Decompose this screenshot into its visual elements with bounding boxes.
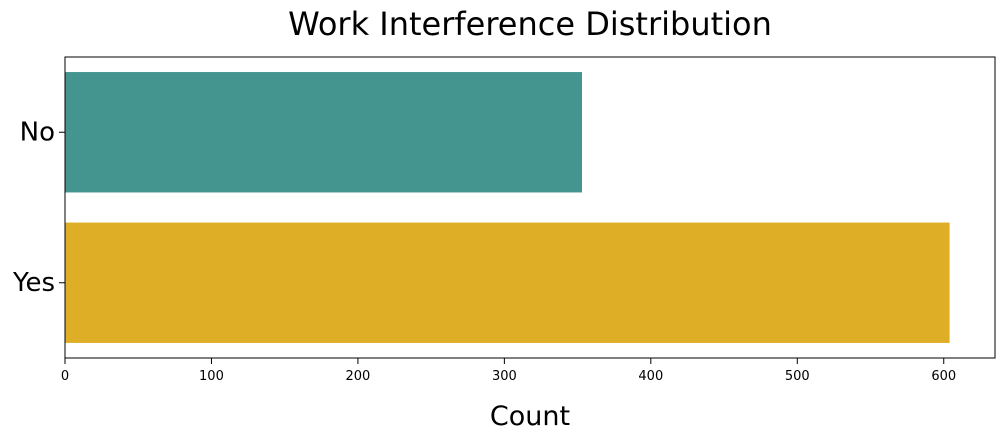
bar-no <box>65 72 582 193</box>
axes-frame <box>64 56 996 359</box>
y-tick-label-yes: Yes <box>12 268 55 298</box>
x-tick-label-600: 600 <box>931 369 956 384</box>
x-tick-label-200: 200 <box>345 369 370 384</box>
chart-title: Work Interference Distribution <box>288 5 772 43</box>
x-axis-label: Count <box>490 401 570 432</box>
y-tick-label-no: No <box>20 117 55 147</box>
bar-yes <box>65 222 950 343</box>
x-tick-label-300: 300 <box>492 369 517 384</box>
x-tick-label-400: 400 <box>638 369 663 384</box>
x-tick-label-0: 0 <box>61 369 69 384</box>
x-tick-label-100: 100 <box>199 369 224 384</box>
plot-area: No Yes 0 100 200 300 400 500 600 <box>12 56 996 384</box>
x-tick-label-500: 500 <box>785 369 810 384</box>
